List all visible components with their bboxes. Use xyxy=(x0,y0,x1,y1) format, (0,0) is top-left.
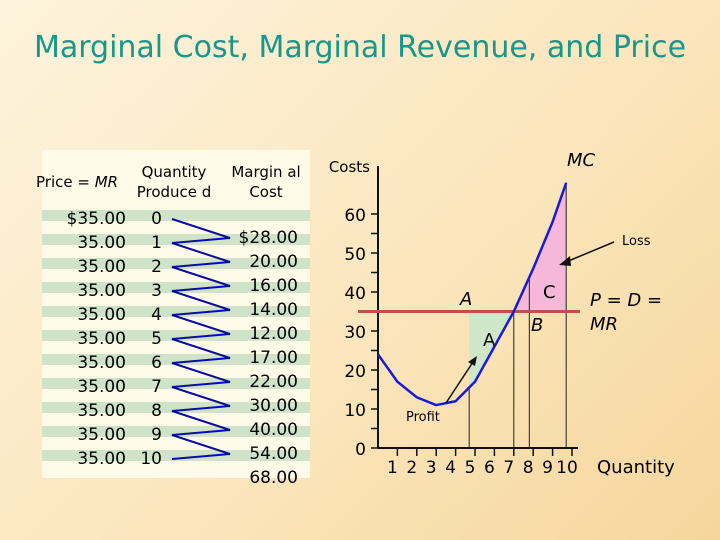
x-tick-label: 7 xyxy=(503,458,514,478)
y-tick-label: 60 xyxy=(344,206,366,226)
quantity-cell: 8 xyxy=(151,401,162,421)
table-stripe xyxy=(42,354,310,365)
price-cell: $35.00 xyxy=(66,209,126,229)
table-stripe xyxy=(42,306,310,317)
quantity-header: Quantity Produce d xyxy=(136,163,212,201)
price-cell: 35.00 xyxy=(77,401,126,421)
loss-label: Loss xyxy=(622,234,651,249)
price-cell: 35.00 xyxy=(77,281,126,301)
quantity-cell: 7 xyxy=(151,377,162,397)
loss-area xyxy=(513,182,567,312)
x-tick-label: 5 xyxy=(465,458,476,478)
pdmr-label-1: P = D = xyxy=(590,290,662,311)
marginal-cost-cell: 68.00 xyxy=(249,468,298,488)
marginal-cost-cell: 30.00 xyxy=(249,396,298,416)
price-header: Price = MR xyxy=(36,173,119,191)
x-tick-label: 1 xyxy=(387,458,398,478)
quantity-cell: 10 xyxy=(140,449,162,469)
region-c-label: C xyxy=(543,282,556,303)
x-tick-label: 4 xyxy=(445,458,456,478)
x-tick-label: 8 xyxy=(523,458,534,478)
table-stripe xyxy=(42,450,310,461)
region-a-label: A xyxy=(483,330,496,351)
price-cell: 35.00 xyxy=(77,449,126,469)
x-tick-label: 6 xyxy=(484,458,495,478)
marginal-cost-cell: 14.00 xyxy=(249,300,298,320)
price-cell: 35.00 xyxy=(77,425,126,445)
marginal-cost-cell: $28.00 xyxy=(238,228,298,248)
x-tick-label: 2 xyxy=(406,458,417,478)
loss-arrow xyxy=(565,241,615,263)
x-axis-label: Quantity xyxy=(597,457,675,478)
marginal-cost-cell: 20.00 xyxy=(249,252,298,272)
marginal-cost-cell: 22.00 xyxy=(249,372,298,392)
point-a-label: A xyxy=(459,289,472,310)
table-stripe xyxy=(42,234,310,245)
marginal-cost-cell: 54.00 xyxy=(249,444,298,464)
pdmr-label-2: MR xyxy=(590,314,618,335)
table-stripe xyxy=(42,426,310,437)
quantity-cell: 0 xyxy=(151,209,162,229)
y-axis-label: Costs xyxy=(329,158,370,176)
profit-arrowhead xyxy=(468,356,477,366)
price-cell: 35.00 xyxy=(77,377,126,397)
zigzag-line xyxy=(171,218,231,460)
mc-curve xyxy=(376,182,568,407)
loss-arrowhead xyxy=(559,256,571,266)
quantity-cell: 9 xyxy=(151,425,162,445)
price-cell: 35.00 xyxy=(77,305,126,325)
profit-arrow xyxy=(445,361,474,404)
y-tick-label: 20 xyxy=(344,362,366,382)
table-stripe xyxy=(42,282,310,293)
y-tick-label: 0 xyxy=(355,440,366,460)
quantity-cell: 4 xyxy=(151,305,162,325)
table-stripe xyxy=(42,402,310,413)
mc-label: MC xyxy=(567,150,596,171)
quantity-cell: 3 xyxy=(151,281,162,301)
price-cell: 35.00 xyxy=(77,257,126,277)
point-b-label: B xyxy=(531,315,543,336)
quantity-cell: 5 xyxy=(151,329,162,349)
x-tick-label: 9 xyxy=(542,458,553,478)
marginal-cost-cell: 12.00 xyxy=(249,324,298,344)
quantity-cell: 2 xyxy=(151,257,162,277)
table-stripe xyxy=(42,330,310,341)
price-cell: 35.00 xyxy=(77,233,126,253)
quantity-cell: 1 xyxy=(151,233,162,253)
table-stripe xyxy=(42,210,310,221)
table-stripe xyxy=(42,258,310,269)
profit-label: Profit xyxy=(406,410,440,425)
table-stripe xyxy=(42,378,310,389)
y-tick-label: 40 xyxy=(344,284,366,304)
y-tick-label: 50 xyxy=(344,245,366,265)
x-tick-label: 10 xyxy=(556,458,578,478)
x-tick-label: 3 xyxy=(426,458,437,478)
y-tick-label: 30 xyxy=(344,323,366,343)
price-cell: 35.00 xyxy=(77,329,126,349)
marginal-cost-cell: 17.00 xyxy=(249,348,298,368)
marginal-cost-cell: 16.00 xyxy=(249,276,298,296)
quantity-cell: 6 xyxy=(151,353,162,373)
marginal-cost-header: Margin al Cost xyxy=(231,163,301,201)
y-tick-label: 10 xyxy=(344,401,366,421)
price-cell: 35.00 xyxy=(77,353,126,373)
page-title: Marginal Cost, Marginal Revenue, and Pri… xyxy=(33,30,687,65)
marginal-cost-cell: 40.00 xyxy=(249,420,298,440)
